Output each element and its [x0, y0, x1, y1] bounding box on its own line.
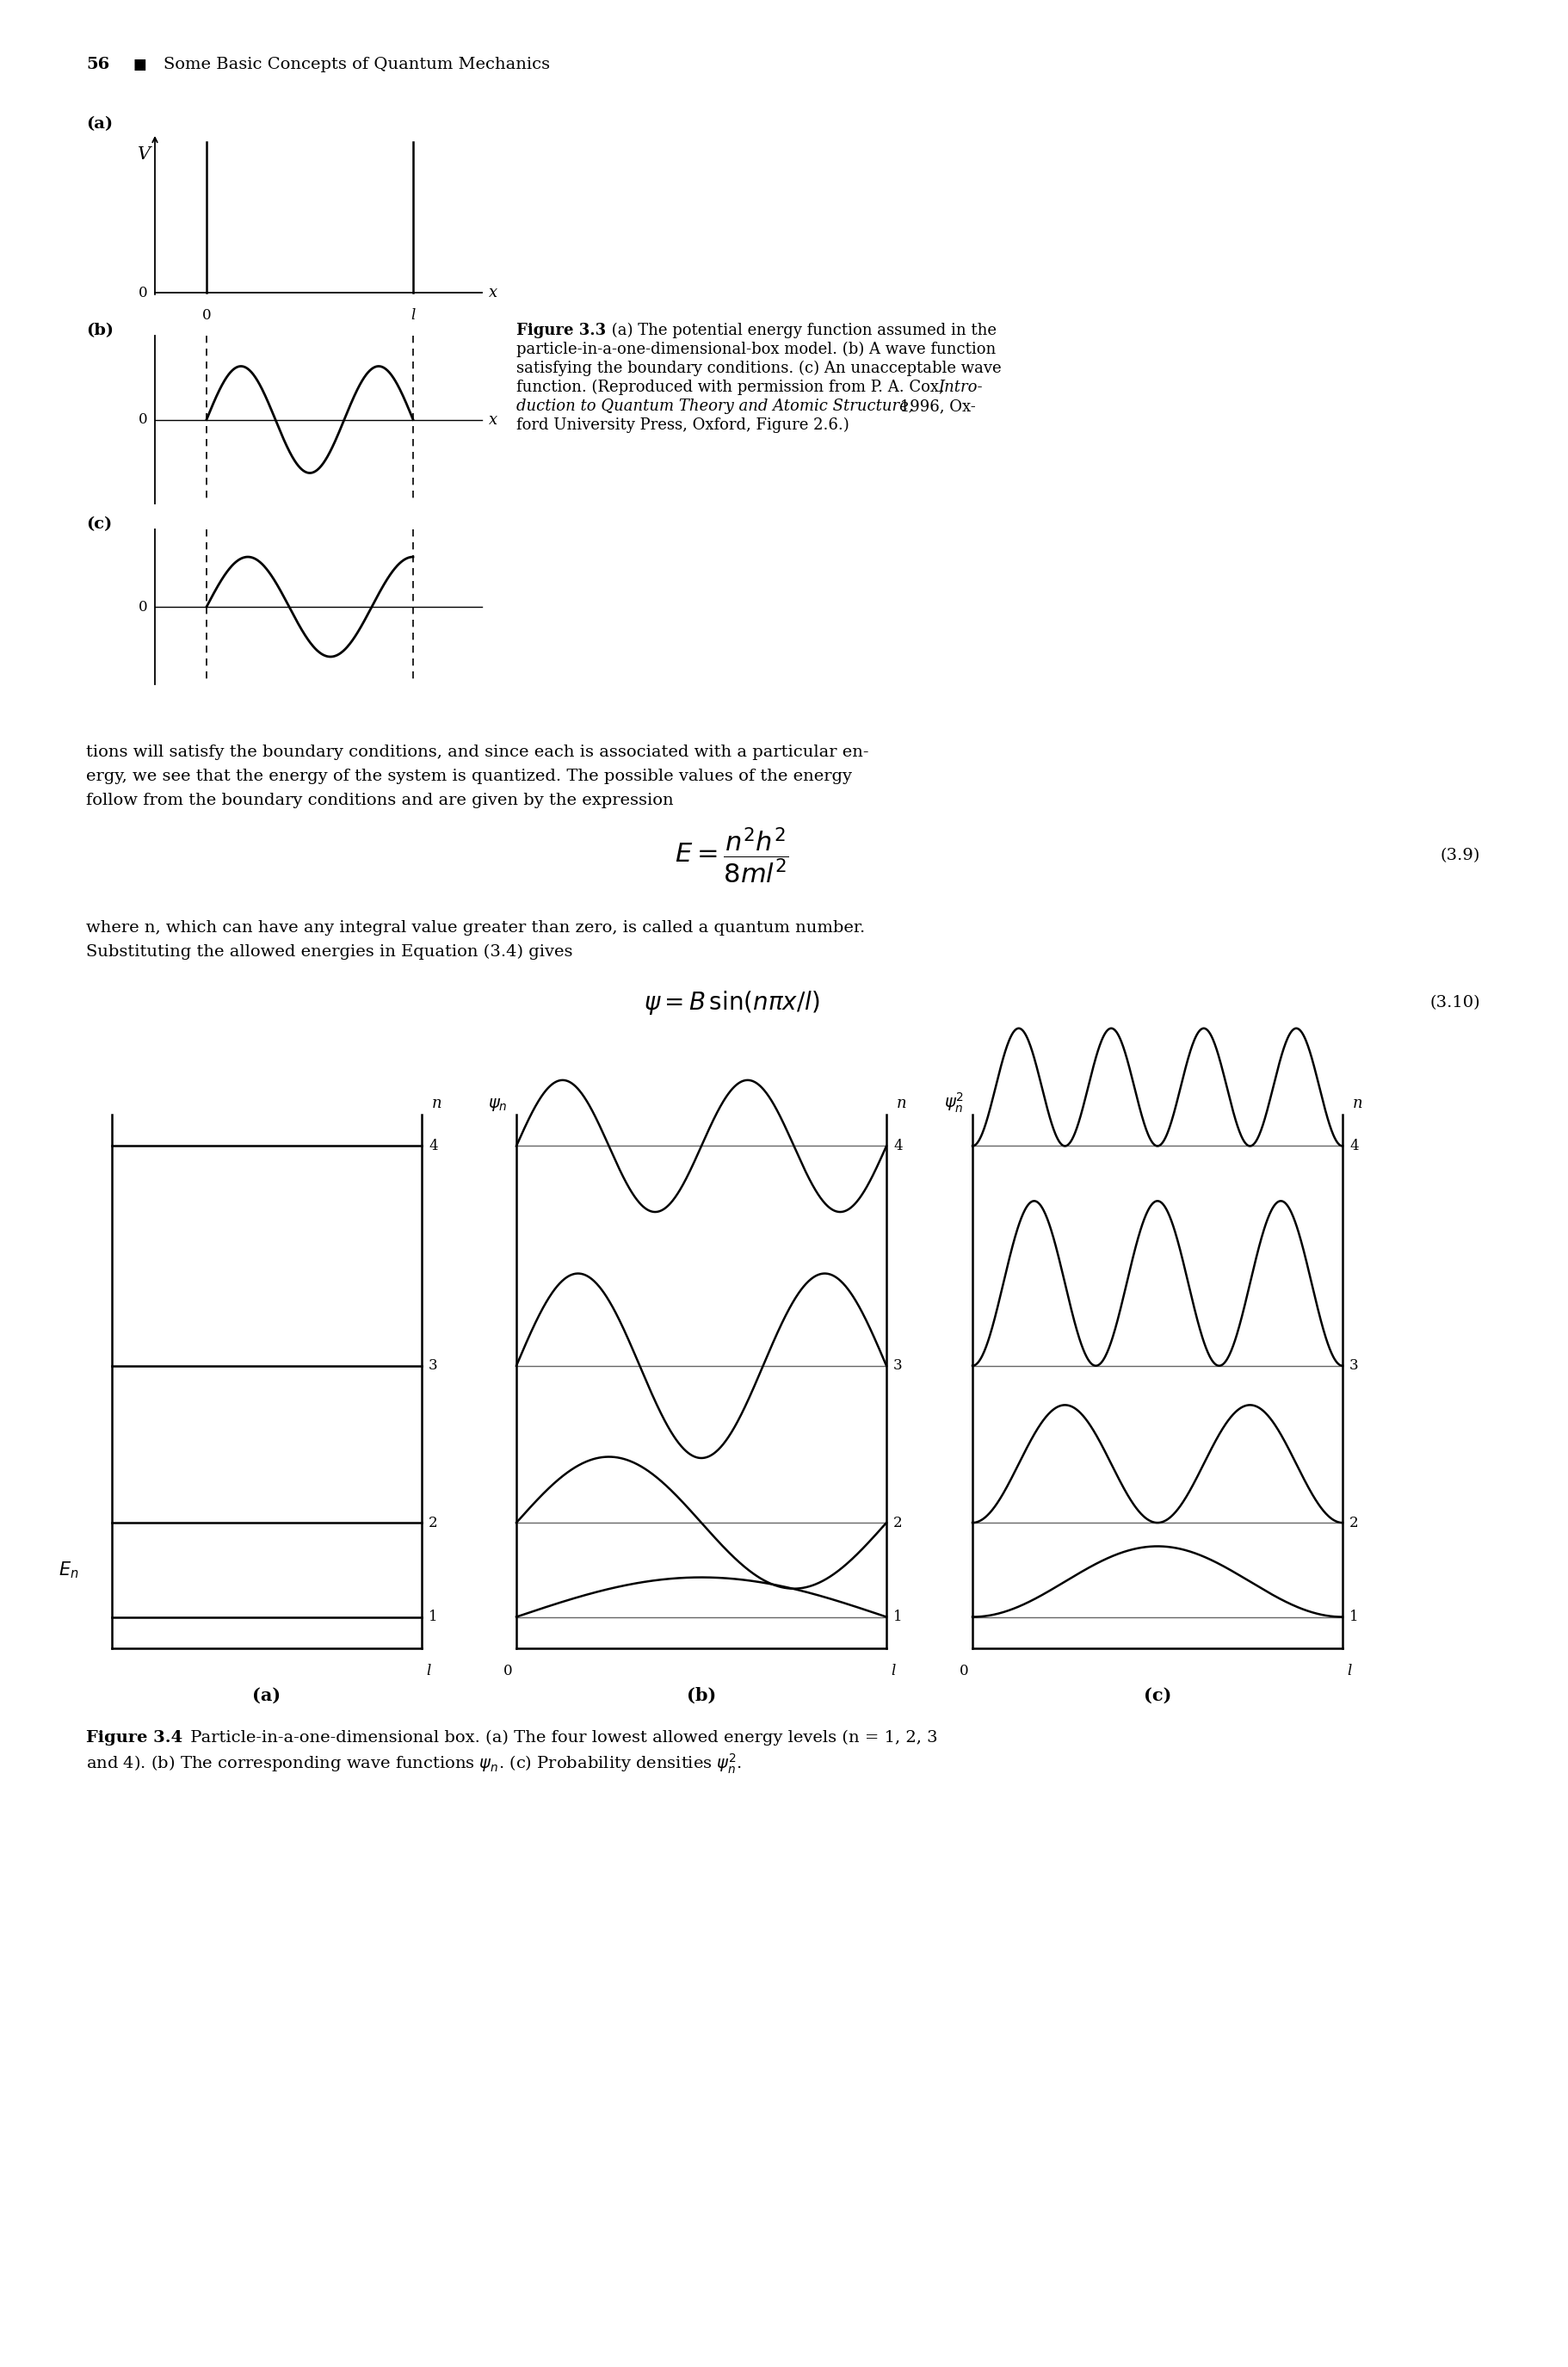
Text: $E_n$: $E_n$: [58, 1560, 78, 1579]
Text: 4: 4: [428, 1139, 437, 1153]
Text: x: x: [489, 284, 497, 301]
Text: Intro-: Intro-: [938, 379, 983, 395]
Text: satisfying the boundary conditions. (c) An unacceptable wave: satisfying the boundary conditions. (c) …: [516, 360, 1002, 376]
Text: Particle-in-a-one-dimensional box. (a) The four lowest allowed energy levels (n : Particle-in-a-one-dimensional box. (a) T…: [185, 1730, 938, 1747]
Text: n: n: [897, 1096, 906, 1110]
Text: 2: 2: [428, 1515, 437, 1529]
Text: (b): (b): [86, 322, 113, 338]
Text: 1: 1: [894, 1610, 903, 1624]
Text: 0: 0: [503, 1664, 513, 1678]
Text: Some Basic Concepts of Quantum Mechanics: Some Basic Concepts of Quantum Mechanics: [163, 57, 550, 73]
Text: particle-in-a-one-dimensional-box model. (b) A wave function: particle-in-a-one-dimensional-box model.…: [516, 341, 996, 357]
Text: ford University Press, Oxford, Figure 2.6.): ford University Press, Oxford, Figure 2.…: [516, 417, 850, 433]
Text: 1: 1: [428, 1610, 437, 1624]
Text: Figure 3.4: Figure 3.4: [86, 1730, 182, 1744]
Text: 0: 0: [140, 412, 147, 426]
Text: 3: 3: [1350, 1359, 1358, 1373]
Text: ■: ■: [133, 57, 147, 71]
Text: (c): (c): [1143, 1688, 1171, 1704]
Text: $\psi = B\,\sin(n\pi x/l)$: $\psi = B\,\sin(n\pi x/l)$: [643, 989, 820, 1015]
Text: and 4). (b) The corresponding wave functions $\psi_n$. (c) Probability densities: and 4). (b) The corresponding wave funct…: [86, 1752, 742, 1775]
Text: follow from the boundary conditions and are given by the expression: follow from the boundary conditions and …: [86, 793, 674, 807]
Text: 3: 3: [428, 1359, 437, 1373]
Text: (a) The potential energy function assumed in the: (a) The potential energy function assume…: [607, 322, 997, 338]
Text: 56: 56: [86, 57, 110, 73]
Text: (3.9): (3.9): [1441, 847, 1480, 864]
Text: l: l: [891, 1664, 895, 1678]
Text: ergy, we see that the energy of the system is quantized. The possible values of : ergy, we see that the energy of the syst…: [86, 769, 851, 783]
Text: where n, which can have any integral value greater than zero, is called a quantu: where n, which can have any integral val…: [86, 921, 866, 935]
Text: 1996, Ox-: 1996, Ox-: [895, 398, 975, 414]
Text: 3: 3: [894, 1359, 903, 1373]
Text: l: l: [426, 1664, 431, 1678]
Text: 1: 1: [1350, 1610, 1358, 1624]
Text: tions will satisfy the boundary conditions, and since each is associated with a : tions will satisfy the boundary conditio…: [86, 746, 869, 760]
Text: $E = \dfrac{n^2h^2}{8ml^2}$: $E = \dfrac{n^2h^2}{8ml^2}$: [674, 826, 789, 885]
Text: (a): (a): [252, 1688, 281, 1704]
Text: l: l: [1347, 1664, 1352, 1678]
Text: x: x: [489, 412, 497, 428]
Text: $\psi_n$: $\psi_n$: [488, 1096, 508, 1112]
Text: 0: 0: [202, 308, 212, 322]
Text: function. (Reproduced with permission from P. A. Cox,: function. (Reproduced with permission fr…: [516, 379, 949, 395]
Text: (c): (c): [86, 516, 111, 533]
Text: 4: 4: [894, 1139, 903, 1153]
Text: 4: 4: [1350, 1139, 1358, 1153]
Text: n: n: [433, 1096, 442, 1110]
Text: 2: 2: [1350, 1515, 1358, 1529]
Text: 2: 2: [894, 1515, 903, 1529]
Text: Substituting the allowed energies in Equation (3.4) gives: Substituting the allowed energies in Equ…: [86, 944, 572, 961]
Text: (b): (b): [687, 1688, 717, 1704]
Text: 0: 0: [960, 1664, 967, 1678]
Text: Figure 3.3: Figure 3.3: [516, 322, 605, 338]
Text: V: V: [138, 147, 151, 163]
Text: duction to Quantum Theory and Atomic Structure,: duction to Quantum Theory and Atomic Str…: [516, 398, 914, 414]
Text: 0: 0: [140, 599, 147, 613]
Text: l: l: [411, 308, 416, 322]
Text: $\psi_n^2$: $\psi_n^2$: [944, 1091, 964, 1115]
Text: (3.10): (3.10): [1430, 994, 1480, 1011]
Text: (a): (a): [86, 116, 113, 133]
Text: n: n: [1353, 1096, 1363, 1110]
Text: 0: 0: [140, 286, 147, 301]
